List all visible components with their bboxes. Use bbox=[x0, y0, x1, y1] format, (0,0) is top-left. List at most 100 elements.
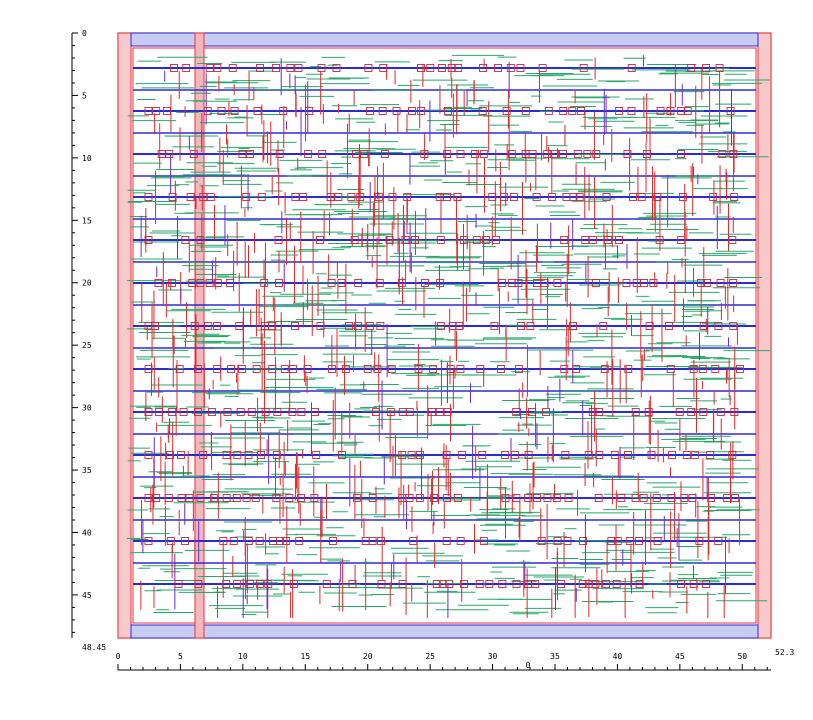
via-pad bbox=[227, 365, 235, 373]
via-pad bbox=[509, 193, 518, 201]
via-pad bbox=[548, 193, 557, 201]
via-pad bbox=[144, 193, 153, 201]
via-pad bbox=[531, 580, 540, 588]
via-pad bbox=[702, 64, 711, 72]
y-axis-end-label: 48.45 bbox=[82, 643, 106, 652]
via-pad bbox=[387, 365, 396, 373]
via-pad bbox=[316, 322, 325, 330]
via-pad bbox=[688, 494, 697, 502]
via-pad bbox=[409, 537, 418, 545]
via-pad bbox=[475, 580, 484, 588]
via-pad bbox=[668, 451, 676, 459]
via-pad bbox=[232, 494, 241, 502]
via-pad bbox=[498, 279, 507, 287]
via-pad bbox=[729, 150, 738, 158]
via-pad bbox=[543, 150, 552, 158]
via-pad bbox=[420, 279, 429, 287]
via-pad bbox=[667, 494, 676, 502]
via-pad bbox=[213, 64, 222, 72]
via-pad bbox=[537, 537, 546, 545]
via-pad bbox=[168, 193, 177, 201]
via-pad bbox=[285, 494, 294, 502]
via-pad bbox=[578, 580, 587, 588]
via-pad bbox=[453, 494, 462, 502]
via-pad bbox=[635, 580, 644, 588]
via-pad bbox=[166, 537, 175, 545]
x-tick-label: 40 bbox=[613, 652, 623, 661]
via-pad bbox=[372, 408, 380, 416]
via-pad bbox=[677, 150, 685, 158]
via-pad bbox=[730, 408, 739, 416]
via-pad bbox=[568, 107, 577, 115]
via-pad bbox=[405, 494, 414, 502]
via-pad bbox=[656, 107, 665, 115]
via-pad bbox=[280, 365, 289, 373]
x-tick-label: 10 bbox=[238, 652, 248, 661]
via-pad bbox=[460, 580, 469, 588]
via-pad bbox=[229, 537, 238, 545]
via-pad bbox=[279, 107, 288, 115]
via-pad bbox=[299, 193, 308, 201]
via-pad bbox=[736, 365, 745, 373]
via-pad bbox=[144, 451, 153, 459]
via-pad bbox=[376, 322, 385, 330]
via-pad bbox=[729, 279, 738, 287]
via-pad bbox=[196, 494, 205, 502]
via-pad bbox=[164, 494, 173, 502]
via-pad bbox=[478, 107, 487, 115]
via-pad bbox=[408, 107, 416, 115]
via-pad bbox=[365, 322, 374, 330]
via-pad bbox=[438, 580, 447, 588]
via-pad bbox=[190, 322, 199, 330]
via-pad bbox=[273, 408, 282, 416]
via-pad bbox=[386, 408, 395, 416]
via-pad bbox=[318, 150, 327, 158]
via-pad bbox=[256, 64, 264, 72]
via-pad bbox=[538, 64, 547, 72]
via-pad bbox=[479, 64, 487, 72]
via-pad bbox=[479, 537, 488, 545]
via-pad bbox=[499, 193, 508, 201]
via-pad bbox=[680, 494, 689, 502]
via-pad bbox=[246, 150, 254, 158]
via-pad bbox=[230, 107, 239, 115]
via-pad bbox=[429, 365, 438, 373]
via-pad bbox=[157, 150, 166, 158]
x-tick-label: 45 bbox=[675, 652, 685, 661]
via-pad bbox=[247, 408, 256, 416]
via-pad bbox=[223, 408, 232, 416]
via-pad bbox=[718, 150, 727, 158]
y-tick-label: 45 bbox=[82, 591, 92, 600]
via-pad bbox=[305, 107, 314, 115]
via-pad bbox=[639, 494, 648, 502]
via-pad bbox=[209, 494, 218, 502]
via-pad bbox=[244, 537, 253, 545]
via-pad bbox=[698, 365, 707, 373]
via-pad bbox=[647, 451, 656, 459]
via-pad bbox=[603, 236, 612, 244]
x-tick-label: 15 bbox=[300, 652, 310, 661]
via-pad bbox=[213, 365, 222, 373]
via-pad bbox=[403, 193, 412, 201]
via-pad bbox=[274, 236, 283, 244]
via-pad bbox=[144, 408, 153, 416]
via-pad bbox=[588, 236, 597, 244]
via-pad bbox=[205, 64, 214, 72]
via-pad bbox=[617, 494, 626, 502]
via-pad bbox=[196, 279, 205, 287]
via-pad bbox=[689, 580, 698, 588]
via-pad bbox=[592, 150, 601, 158]
via-pad bbox=[430, 494, 439, 502]
via-pad bbox=[206, 193, 215, 201]
via-pad bbox=[516, 64, 525, 72]
via-pad bbox=[540, 279, 549, 287]
via-pad bbox=[373, 365, 382, 373]
via-pad bbox=[426, 64, 435, 72]
via-pad bbox=[607, 537, 616, 545]
via-pad bbox=[347, 193, 356, 201]
via-pad bbox=[276, 537, 284, 545]
via-pad bbox=[588, 408, 597, 416]
via-pad bbox=[448, 322, 457, 330]
via-pad bbox=[175, 365, 184, 373]
